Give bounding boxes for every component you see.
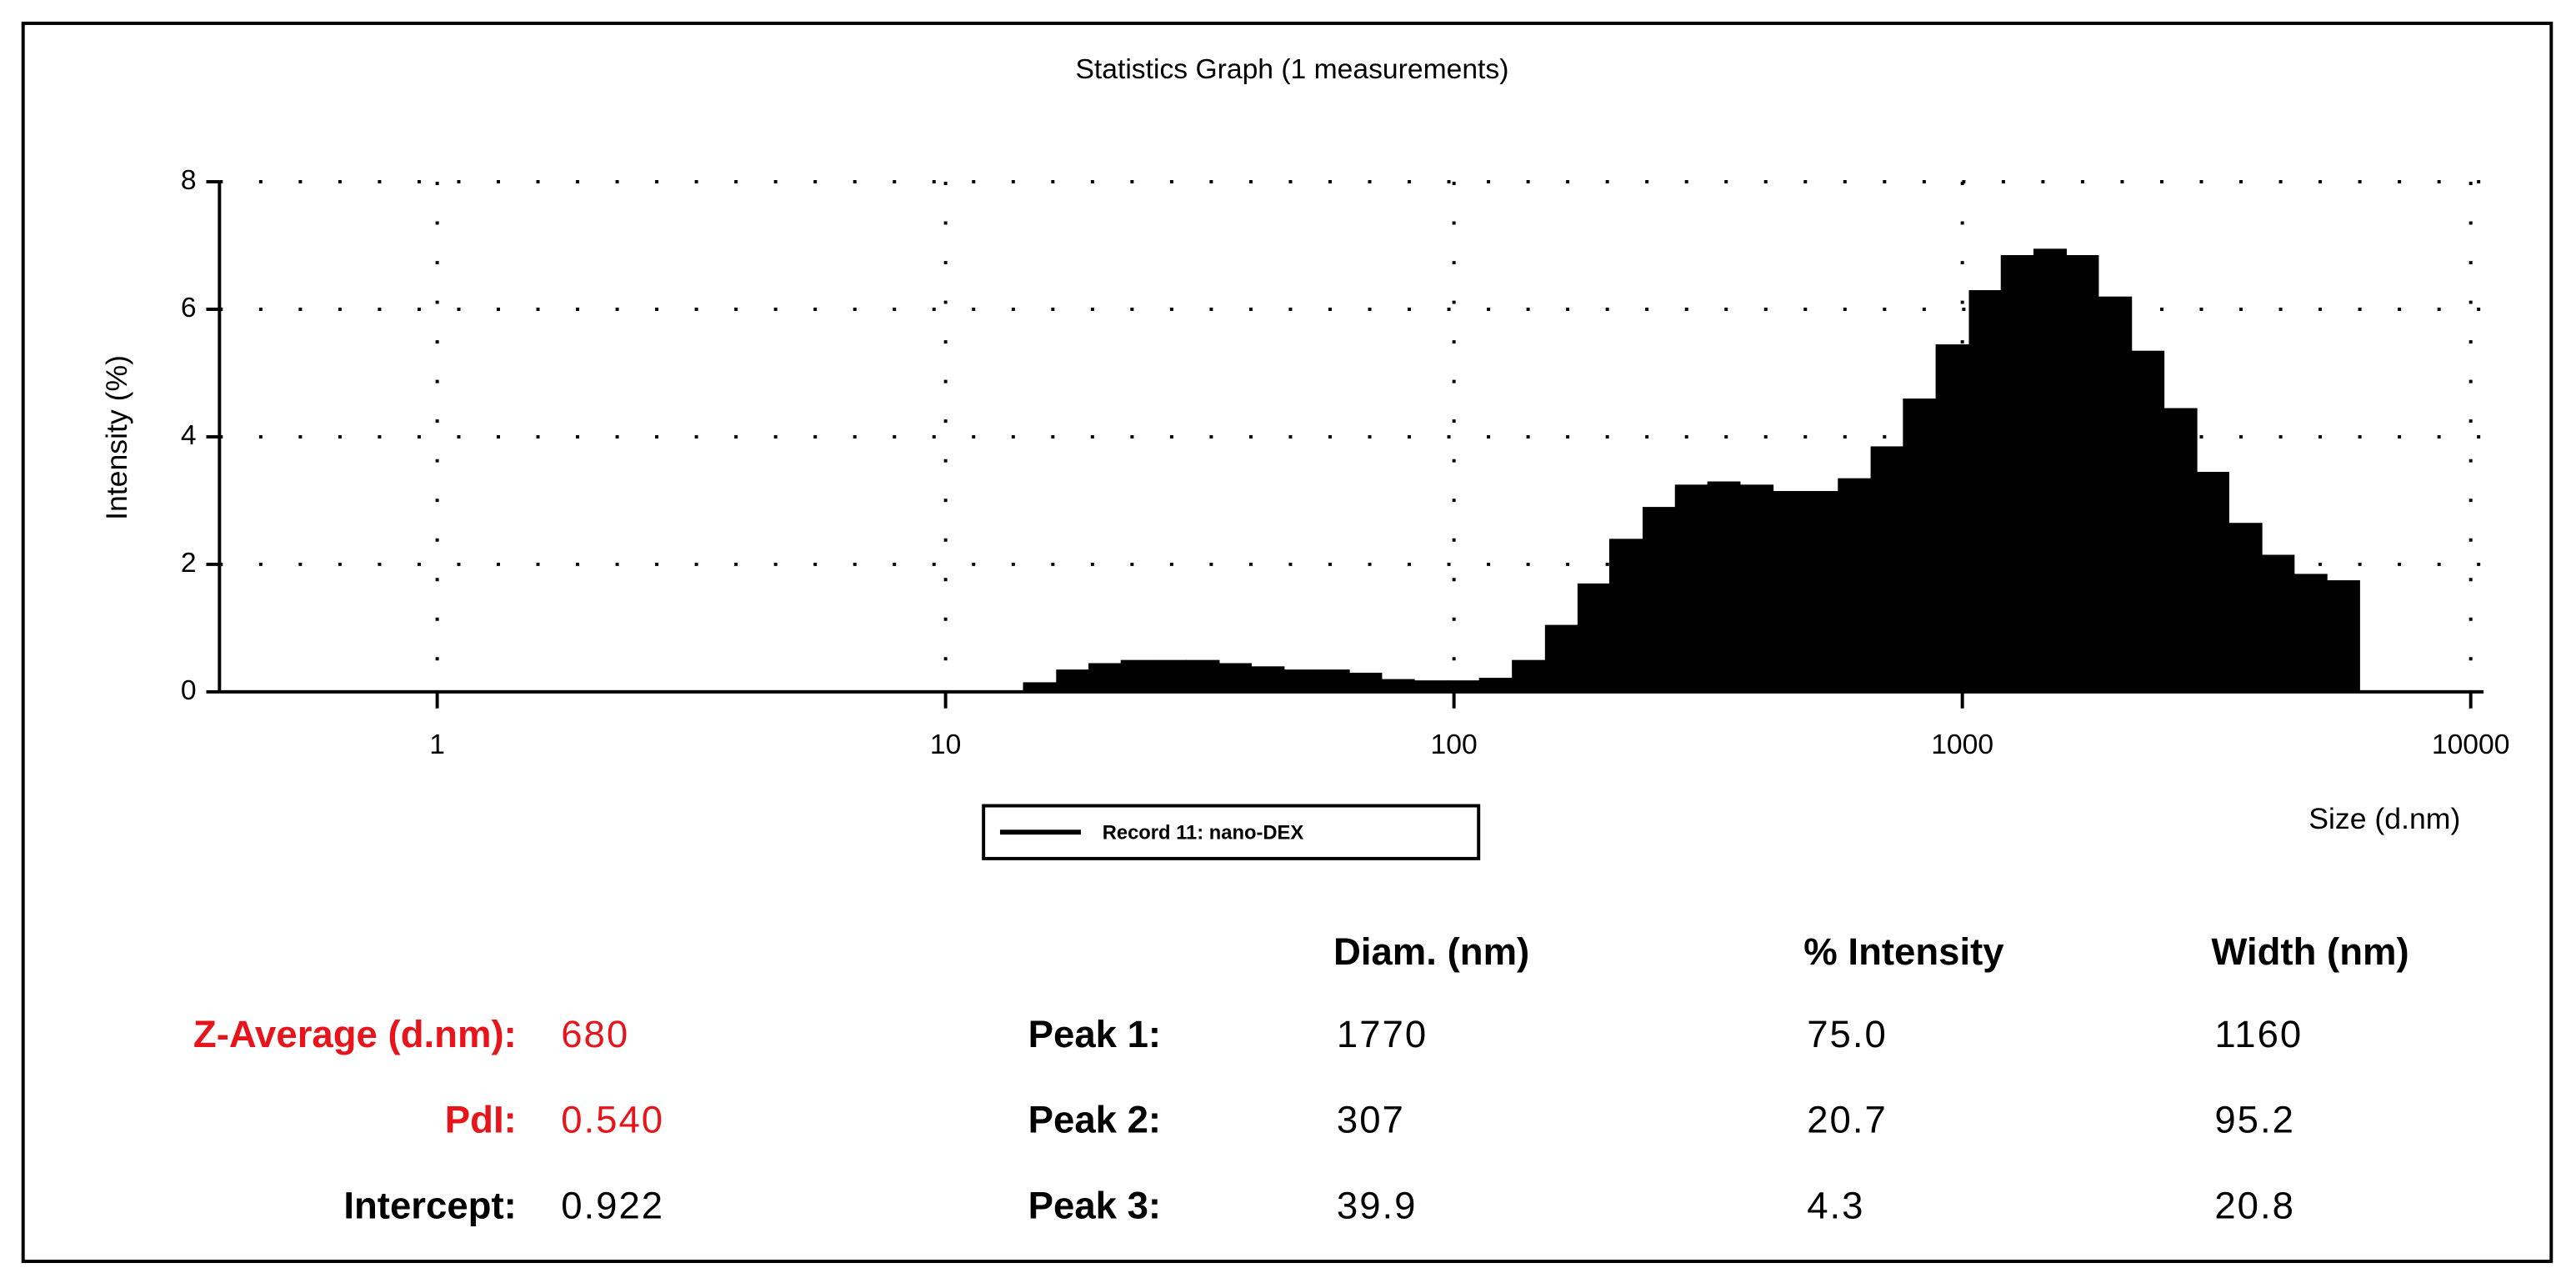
bar [1512,659,1546,692]
y-tick-label: 8 [181,165,197,196]
x-tick-label: 1000 [1931,729,1993,760]
x-tick-label: 10 [930,729,961,760]
summary-value: 680 [561,1013,629,1055]
bar [1577,583,1610,692]
bar [2228,523,2263,692]
y-axis-label: Intensity (%) [100,355,133,520]
bar [1186,659,1220,692]
y-tick-label: 0 [181,675,197,706]
results-table: Diam. (nm) % Intensity Width (nm) Peak 1: 17… [193,930,2409,1227]
bar [2261,554,2295,692]
bar [1218,663,1253,692]
bar [1739,484,1774,692]
bar [1935,344,1970,692]
bar [2196,472,2229,692]
x-tick-label: 100 [1431,729,1478,760]
bar [1348,672,1383,692]
x-tick-label: 10000 [2432,729,2510,760]
bar [1773,490,1807,692]
peak-label: Peak 1: [1028,1013,1161,1055]
bar [1707,481,1741,692]
peak-value: 307 [1337,1099,1405,1141]
bar [1608,539,1643,692]
peak-label: Peak 2: [1028,1099,1161,1141]
summary-value: 0.540 [561,1099,664,1141]
legend-label: Record 11: nano-DEX [1103,821,1304,844]
chart-title: Statistics Graph (1 measurements) [1075,54,1508,85]
x-axis-label: Size (d.nm) [2308,802,2460,835]
x-tick-label: 1 [429,729,445,760]
bar [1413,680,1448,692]
legend: Record 11: nano-DEX [982,804,1481,860]
bar [1316,669,1350,692]
summary-label: PdI: [445,1099,517,1141]
bar [2033,248,2067,692]
bar [2131,350,2165,692]
bar [1544,624,1578,692]
bar [1805,490,1839,692]
bar [1447,680,1480,692]
summary-value: 0.922 [561,1185,664,1227]
bar [1478,678,1513,692]
y-tick-label: 4 [181,420,197,451]
bar [1153,659,1187,692]
bar [2326,580,2360,692]
bar [1283,669,1318,692]
peak-label: Peak 3: [1028,1185,1161,1227]
peak-value: 4.3 [1807,1185,1864,1227]
bar [1251,666,1285,692]
bar [1643,507,1676,692]
peak-value: 20.8 [2214,1185,2295,1227]
peak-value: 1160 [2214,1013,2303,1055]
column-header: Diam. (nm) [1333,930,1529,973]
peak-value: 75.0 [1807,1013,1888,1055]
summary-label: Z-Average (d.nm): [193,1013,517,1055]
bar [2293,574,2328,692]
y-tick-label: 2 [181,548,197,579]
plot: 0 2 4 6 8 1 10 100 1000 10000 [181,165,2510,760]
bar [1088,663,1122,692]
y-tick-label: 6 [181,293,197,323]
bar [1023,682,1058,692]
bar [1381,679,1415,692]
bar [1674,484,1708,692]
bar [1838,478,1872,692]
bar [2163,408,2198,692]
bar [2098,296,2133,692]
bar [1903,398,1937,692]
bar [1870,446,1904,692]
peak-value: 95.2 [2214,1099,2295,1141]
column-header: % Intensity [1803,930,2004,973]
bar [1968,290,2002,692]
peak-value: 20.7 [1807,1099,1888,1141]
bar [1056,669,1089,692]
bar [2000,254,2034,692]
peak-value: 1770 [1337,1013,1428,1055]
bar [2066,254,2099,692]
summary-label: Intercept: [343,1185,516,1227]
column-header: Width (nm) [2211,930,2408,973]
peak-value: 39.9 [1337,1185,1418,1227]
bar [1120,659,1154,692]
